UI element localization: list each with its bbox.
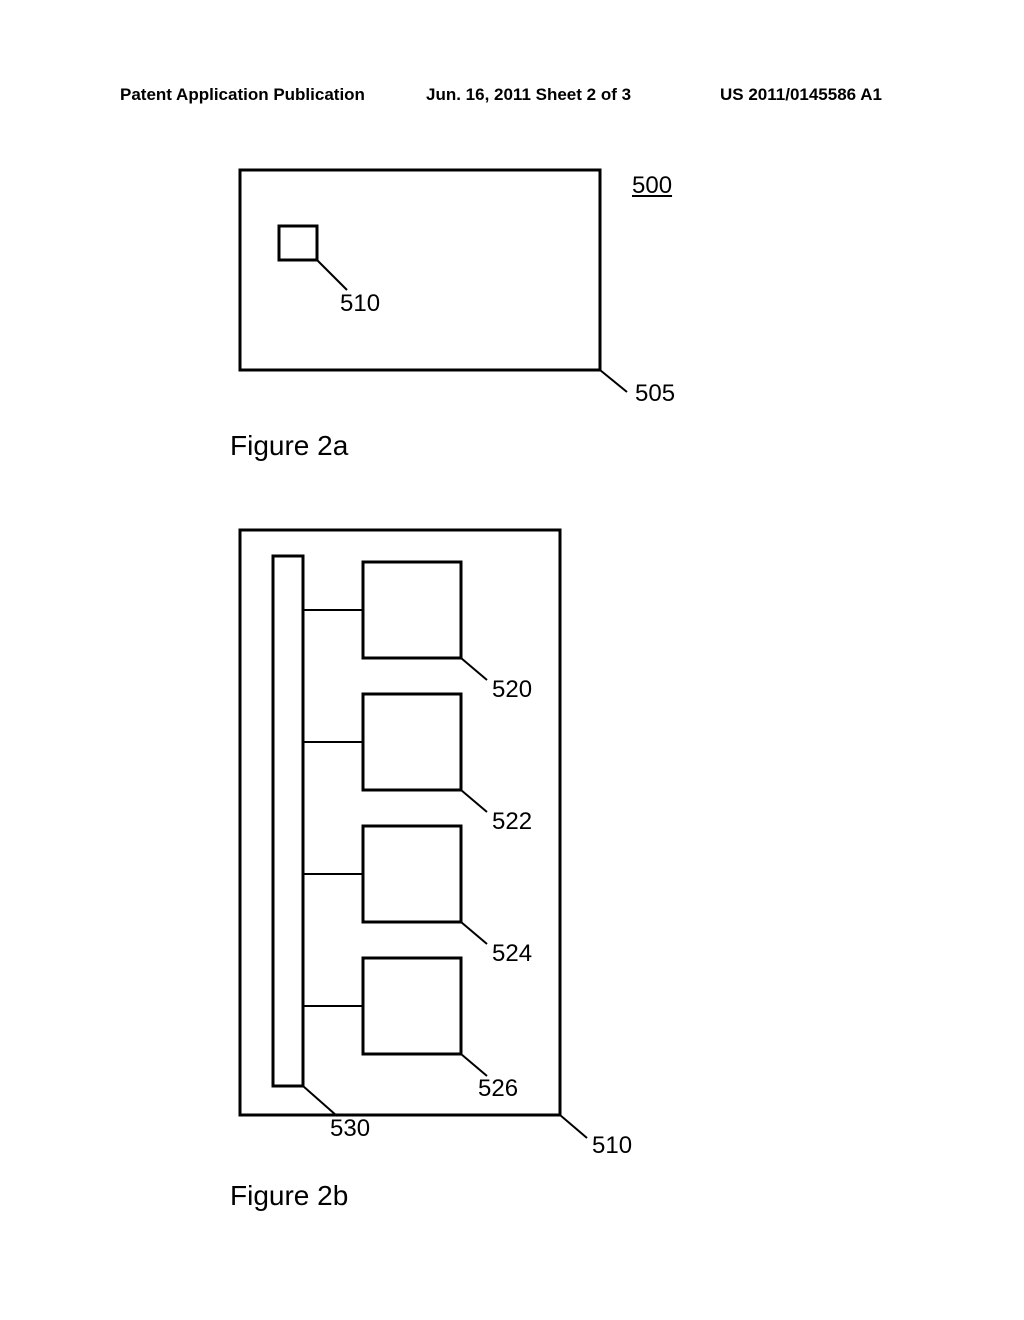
- figure-2a-caption: Figure 2a: [230, 430, 348, 462]
- ref-label-524: 524: [492, 940, 532, 968]
- ref-label-510b: 510: [592, 1132, 632, 1160]
- figure-2a-svg: [225, 160, 645, 410]
- header-left: Patent Application Publication: [120, 85, 365, 105]
- ref-label-510a: 510: [340, 290, 380, 318]
- page-root: { "header": { "left": "Patent Applicatio…: [0, 0, 1024, 1320]
- header-right: US 2011/0145586 A1: [720, 85, 882, 105]
- figure-2b-svg: [225, 520, 665, 1170]
- ref-label-520: 520: [492, 676, 532, 704]
- ref-label-505: 505: [635, 380, 675, 408]
- header-mid: Jun. 16, 2011 Sheet 2 of 3: [426, 85, 631, 105]
- ref-label-526: 526: [478, 1075, 518, 1103]
- ref-label-522: 522: [492, 808, 532, 836]
- ref-label-500: 500: [632, 172, 672, 200]
- ref-label-530: 530: [330, 1115, 370, 1143]
- figure-2b-caption: Figure 2b: [230, 1180, 348, 1212]
